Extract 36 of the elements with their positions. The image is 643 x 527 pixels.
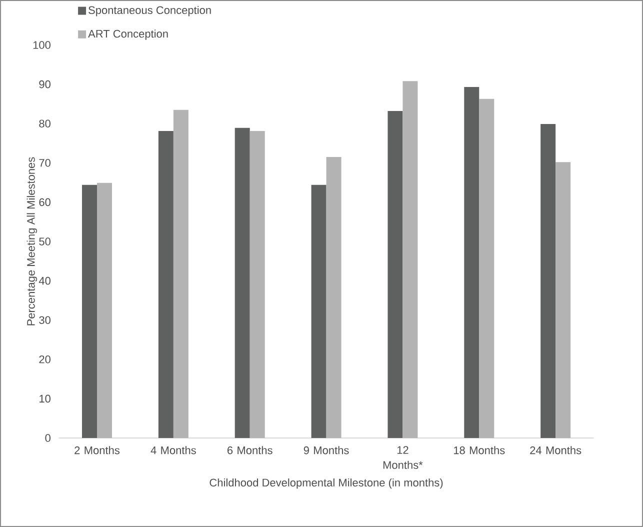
x-axis-title: Childhood Developmental Milestone (in months) <box>210 478 443 489</box>
bar <box>173 110 188 438</box>
x-tick-label: 2 Months <box>74 446 120 454</box>
bar <box>250 131 265 438</box>
y-tick-label: 40 <box>38 276 50 285</box>
y-tick-label: 90 <box>39 80 50 88</box>
x-tick-label: 4 Months <box>150 446 196 454</box>
y-tick-label: 0 <box>45 434 50 442</box>
bar <box>479 98 494 438</box>
y-tick-label: 60 <box>39 198 50 206</box>
x-tick-label: 9 Months <box>304 446 349 454</box>
x-tick-label: 18 Months <box>454 446 505 454</box>
x-tick-label: 12 Months* <box>383 446 423 469</box>
bar <box>311 184 326 438</box>
bar <box>97 182 112 438</box>
legend-label: ART Conception <box>88 30 168 40</box>
x-tick-label: 24 Months <box>530 446 582 454</box>
y-tick-label: 20 <box>39 356 50 364</box>
y-tick-label: 30 <box>39 316 50 324</box>
bar <box>464 87 480 438</box>
bar <box>234 128 250 438</box>
x-tick-label: 6 Months <box>227 446 272 454</box>
y-tick-label: 100 <box>33 41 50 49</box>
y-tick-label: 70 <box>39 159 50 167</box>
bar <box>402 81 418 438</box>
y-tick-label: 80 <box>39 120 50 128</box>
y-tick-label: 10 <box>40 394 50 403</box>
bar <box>158 131 174 438</box>
bar <box>540 124 556 438</box>
bar <box>556 162 571 438</box>
bar <box>82 184 98 438</box>
bar <box>326 156 342 438</box>
bar <box>388 111 403 438</box>
legend-label: Spontaneous Conception <box>88 6 211 16</box>
y-tick-label: 50 <box>39 238 50 246</box>
y-axis-title: Percentage Meeting All Milestones <box>26 157 38 326</box>
